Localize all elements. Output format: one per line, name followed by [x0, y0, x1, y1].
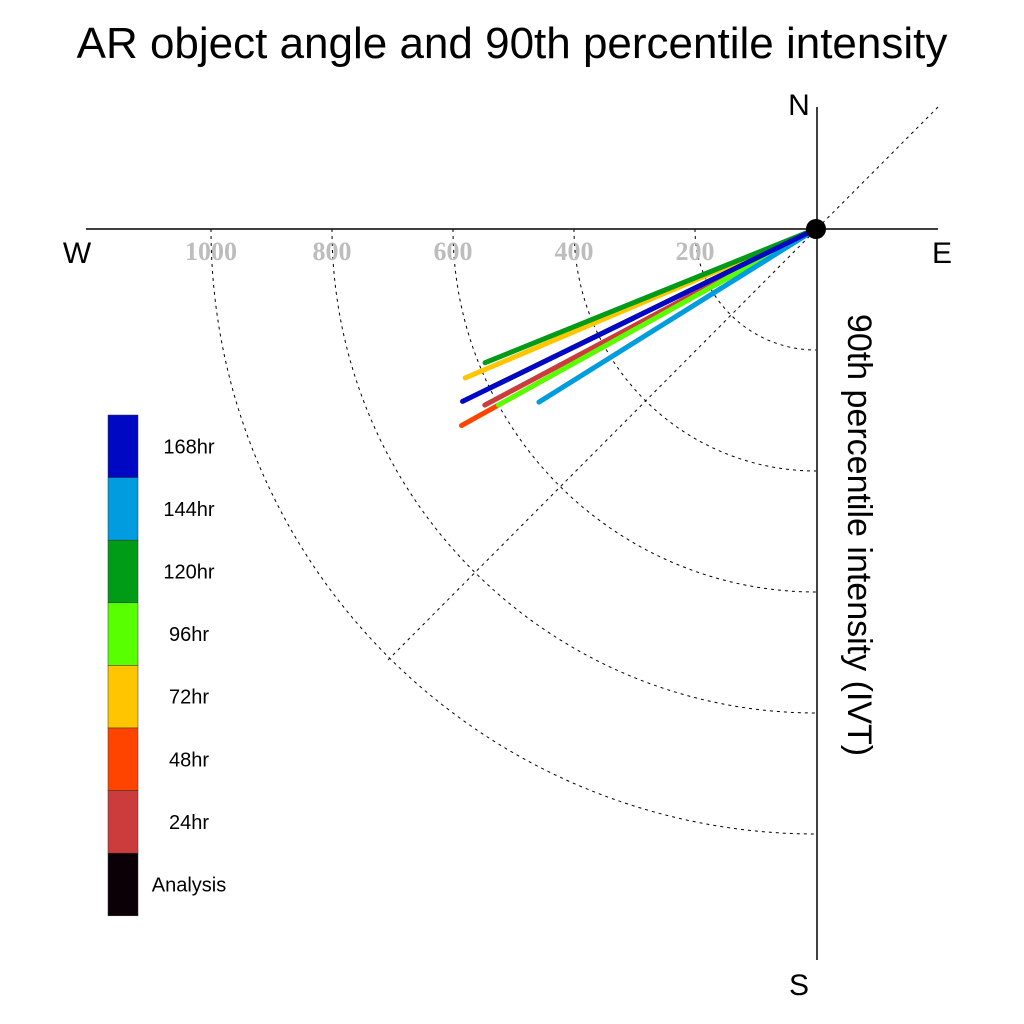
legend-label-120hr: 120hr — [163, 562, 214, 584]
legend-swatch-120hr — [107, 539, 139, 604]
grid-arc-1 — [573, 228, 817, 472]
legend-label-48hr: 48hr — [169, 749, 209, 771]
series-line-144hr — [536, 226, 819, 405]
legend-swatch-168hr — [107, 414, 139, 478]
tick-label-4: 1000 — [185, 237, 237, 266]
legend-label-96hr: 96hr — [169, 624, 209, 646]
radial-tick-labels: 200 400 600 800 1000 — [185, 237, 715, 266]
legend-swatch-72hr — [107, 665, 139, 729]
legend-swatch-analysis — [107, 852, 139, 917]
series-line-96hr — [496, 226, 819, 408]
legend-label-144hr: 144hr — [163, 499, 214, 521]
legend-label-168hr: 168hr — [163, 436, 214, 458]
polar-grid — [210, 228, 817, 835]
series-line-168hr — [460, 226, 819, 404]
tick-label-2: 600 — [434, 237, 473, 266]
compass-north: N — [788, 89, 810, 122]
compass-west: W — [63, 237, 92, 270]
grid-arc-2 — [452, 228, 817, 593]
legend-swatch-24hr — [107, 790, 139, 854]
compass-south: S — [789, 969, 809, 1002]
grid-arc-3 — [331, 228, 817, 714]
compass-east: E — [932, 237, 952, 270]
legend-swatch-144hr — [107, 477, 139, 541]
legend-label-72hr: 72hr — [169, 687, 209, 709]
series-line-120hr — [482, 226, 819, 366]
legend-swatch-48hr — [107, 727, 139, 791]
origin-marker — [806, 219, 826, 239]
chart-title: AR object angle and 90th percentile inte… — [77, 19, 948, 68]
grid-arc-4 — [210, 228, 817, 835]
tick-label-0: 200 — [676, 237, 715, 266]
tick-label-3: 800 — [313, 237, 352, 266]
radial-axis-label: 90th percentile intensity (IVT) — [840, 314, 878, 756]
legend-label-24hr: 24hr — [169, 812, 209, 834]
series-lines — [458, 226, 819, 429]
tick-label-1: 400 — [555, 237, 594, 266]
legend: 168hr 144hr 120hr 96hr 72hr 48hr 24hr Analysis — [107, 414, 226, 917]
legend-label-analysis: Analysis — [152, 875, 226, 897]
compass-axes — [86, 106, 939, 960]
legend-swatch-96hr — [107, 602, 139, 666]
